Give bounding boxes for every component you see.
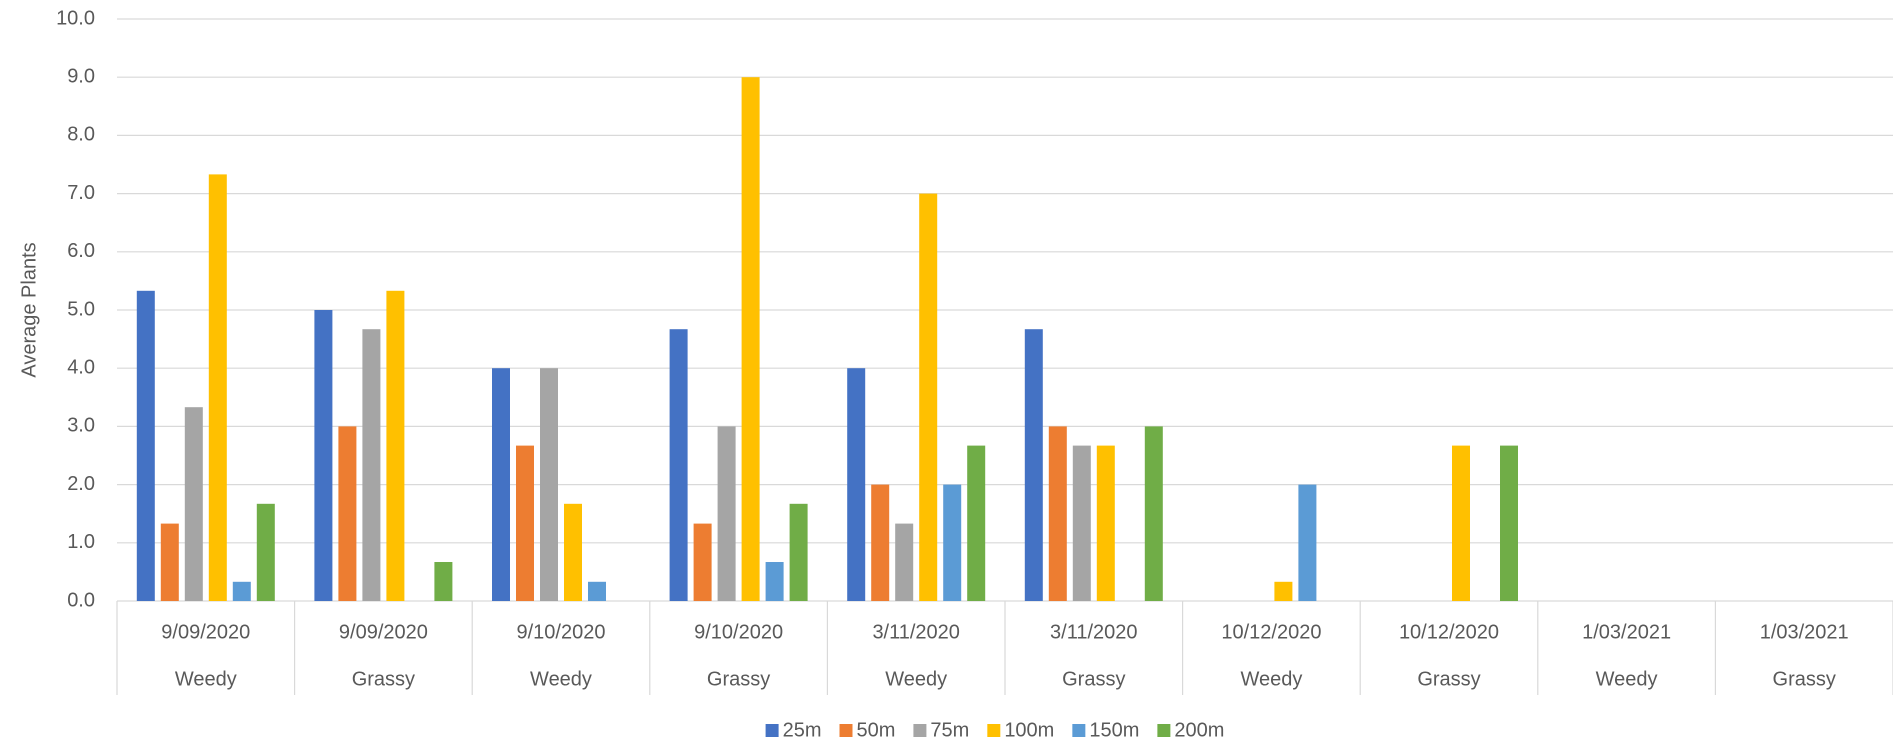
x-subcategory-label: Grassy [707,668,770,690]
x-tick-label: 9/10/2020 [517,621,606,643]
y-tick-label: 1.0 [67,531,95,553]
bar [564,503,582,601]
bar [1096,445,1115,601]
bar [516,445,534,601]
legend-label: 75m [930,719,969,741]
legend-swatch [987,724,1001,737]
x-subcategory-label: Weedy [1240,668,1302,690]
legend-swatch [1157,724,1171,737]
y-tick-label: 2.0 [67,473,95,495]
bar [232,581,251,601]
bar [362,329,381,601]
legend-label: 50m [857,719,896,741]
bar [136,290,155,601]
y-tick-label: 3.0 [67,415,95,437]
bar [717,426,736,601]
x-tick-label: 3/11/2020 [872,621,960,643]
bar [314,310,333,601]
x-tick-label: 9/09/2020 [161,621,250,643]
legend-label: 25m [783,719,822,741]
bar [1298,484,1317,601]
x-tick-label: 10/12/2020 [1221,621,1321,643]
x-subcategory-label: Weedy [175,668,237,690]
y-tick-label: 7.0 [67,182,95,204]
y-tick-label: 0.0 [67,589,95,611]
bar [1500,445,1518,601]
bar [1274,581,1293,601]
y-axis-label: Average Plants [18,242,40,377]
y-tick-label: 9.0 [67,65,95,87]
bar [386,290,405,601]
x-tick-label: 3/11/2020 [1050,621,1138,643]
bar [434,562,453,601]
legend-swatch [765,724,779,737]
y-tick-label: 4.0 [67,356,95,378]
bar [1024,329,1043,601]
bar [895,523,914,601]
bar [256,503,275,601]
legend-swatch [839,724,853,737]
y-tick-label: 10.0 [56,7,95,29]
bar [669,329,688,601]
y-tick-label: 6.0 [67,240,95,262]
bar [208,174,227,602]
bar [847,368,866,601]
bar [588,581,606,601]
legend-swatch [913,724,927,737]
bar [1072,445,1091,601]
bar [338,426,357,601]
bar [1144,426,1163,601]
legend-label: 150m [1089,719,1139,741]
x-subcategory-label: Grassy [1773,668,1836,690]
bar [967,445,986,601]
x-subcategory-label: Weedy [530,668,592,690]
bar [492,368,510,601]
bar [943,484,962,601]
bar [540,368,558,601]
x-subcategory-label: Grassy [352,668,415,690]
bar [1048,426,1067,601]
y-tick-label: 8.0 [67,124,95,146]
x-subcategory-label: Grassy [1062,668,1125,690]
bar [765,562,784,601]
x-subcategory-label: Weedy [1596,668,1658,690]
x-subcategory-label: Grassy [1417,668,1480,690]
x-tick-label: 1/03/2021 [1582,621,1671,643]
legend-label: 200m [1174,719,1224,741]
bar [741,77,760,601]
x-tick-label: 10/12/2020 [1399,621,1499,643]
bar [789,503,808,601]
x-subcategory-label: Weedy [885,668,947,690]
x-tick-label: 9/10/2020 [694,621,783,643]
bar [919,193,938,601]
bar [693,523,712,601]
legend-label: 100m [1004,719,1054,741]
x-tick-label: 9/09/2020 [339,621,428,643]
legend-swatch [1072,724,1086,737]
bar [1452,445,1470,601]
bar [871,484,890,601]
x-tick-label: 1/03/2021 [1760,621,1849,643]
bar [184,407,203,601]
bar [160,523,179,601]
y-tick-label: 5.0 [67,298,95,320]
